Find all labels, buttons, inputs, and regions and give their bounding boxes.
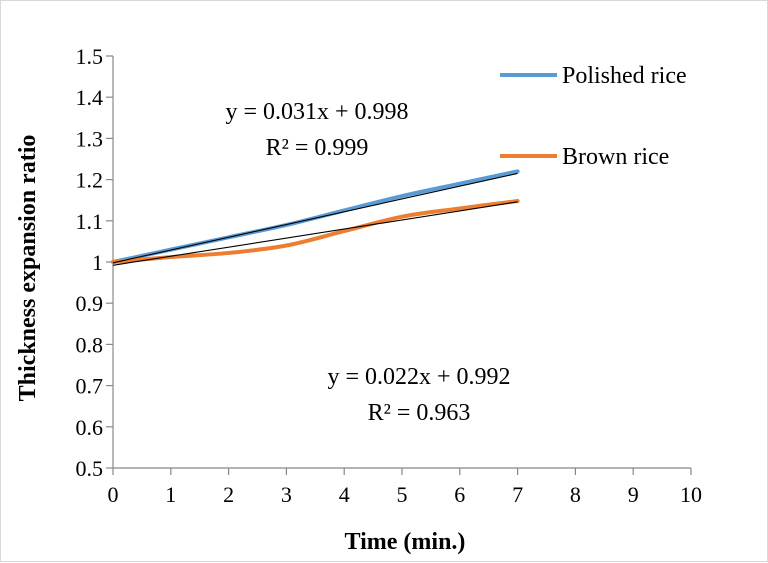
x-tick-label: 8 xyxy=(570,482,581,507)
y-tick-label: 0.7 xyxy=(76,374,104,399)
y-tick-label: 0.6 xyxy=(76,415,104,440)
y-tick-label: 0.5 xyxy=(76,456,104,481)
x-tick-label: 2 xyxy=(223,482,234,507)
x-tick-label: 9 xyxy=(628,482,639,507)
trendline-polished-rice xyxy=(112,172,518,264)
series-line-brown-rice xyxy=(111,199,520,264)
x-tick-label: 7 xyxy=(512,482,523,507)
x-tick-label: 10 xyxy=(680,482,702,507)
legend-item-polished-rice: Polished rice xyxy=(500,63,687,89)
trendline-brown-rice xyxy=(112,201,518,266)
trendline-r2-brown-rice: R² = 0.963 xyxy=(368,400,471,426)
trendlines xyxy=(112,172,518,266)
x-tick-label: 6 xyxy=(454,482,465,507)
y-tick-label: 1.1 xyxy=(76,209,104,234)
x-tick-label: 0 xyxy=(108,482,119,507)
y-tick-label: 1.3 xyxy=(76,126,104,151)
legend-item-brown-rice: Brown rice xyxy=(500,144,669,170)
y-tick-label: 1.4 xyxy=(76,85,104,110)
y-tick-label: 0.8 xyxy=(76,332,104,357)
y-tick-label: 1 xyxy=(92,250,103,275)
y-axis-title: Thickness expansion ratio xyxy=(15,135,41,402)
legend-label-polished-rice: Polished rice xyxy=(562,63,687,89)
x-tick-label: 3 xyxy=(281,482,292,507)
legend-label-brown-rice: Brown rice xyxy=(562,144,669,170)
x-axis-title: Time (min.) xyxy=(345,529,466,555)
trendline-equation-polished-rice: y = 0.031x + 0.998 xyxy=(225,99,408,125)
x-tick-label: 5 xyxy=(397,482,408,507)
x-tick-label: 1 xyxy=(165,482,176,507)
y-tick-label: 0.9 xyxy=(76,291,104,316)
y-tick-label: 1.2 xyxy=(76,168,104,193)
series-lines xyxy=(111,169,520,264)
series-line-polished-rice xyxy=(111,169,520,264)
x-tick-label: 4 xyxy=(339,482,350,507)
legend: Polished rice Brown rice xyxy=(500,63,687,170)
trendline-r2-polished-rice: R² = 0.999 xyxy=(266,135,369,161)
trendline-equation-brown-rice: y = 0.022x + 0.992 xyxy=(327,364,510,390)
trendline-annotations: y = 0.031x + 0.998 R² = 0.999 y = 0.022x +… xyxy=(225,99,510,426)
axes: 0.5 0.6 0.7 0.8 0.9 1 1.1 1.2 1.3 1.4 1.5 0 1 2 3 4 5 6 7 8… xyxy=(15,44,702,555)
y-tick-label: 1.5 xyxy=(76,44,104,69)
